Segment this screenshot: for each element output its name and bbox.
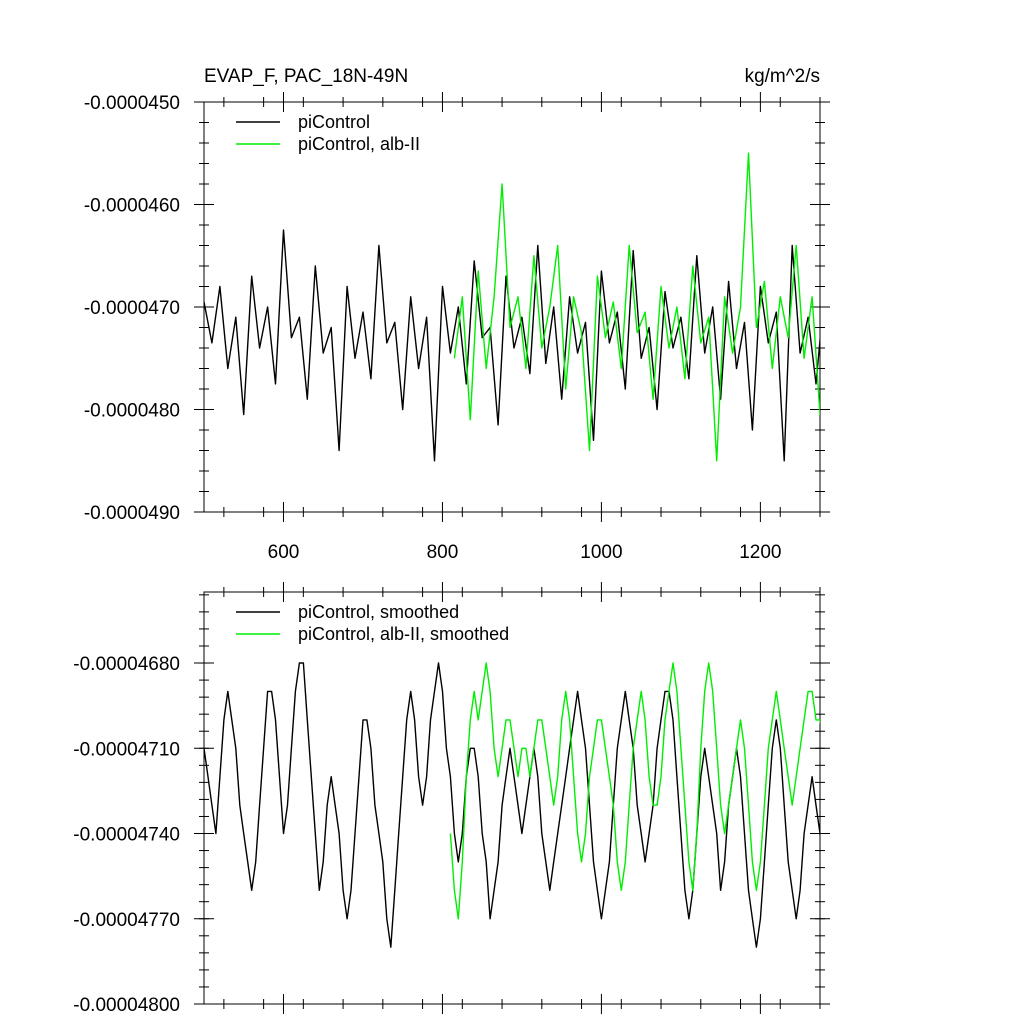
legend-label: piControl	[298, 112, 370, 132]
y-tick-label: -0.0000480	[84, 401, 180, 422]
legend-label: piControl, alb-II, smoothed	[298, 624, 509, 644]
y-tick-label: -0.00004710	[73, 739, 180, 760]
x-tick-label: 800	[427, 542, 459, 563]
y-tick-label: -0.0000490	[84, 503, 180, 524]
series-group	[204, 152, 820, 462]
series-line-picontrol-smoothed	[204, 662, 820, 948]
chart-title: EVAP_F, PAC_18N-49N	[204, 66, 408, 87]
chart-units: kg/m^2/s	[745, 66, 820, 87]
chart-panel-2: -0.00004680 -0.00004710 -0.00004740 -0.0000…	[73, 582, 830, 1016]
legend-label: piControl, alb-II	[298, 134, 420, 154]
x-tick-label: 1000	[580, 542, 622, 563]
y-tick-label: -0.00004740	[73, 825, 180, 846]
y-tick-label: -0.00004770	[73, 910, 180, 931]
x-tick-label: 1200	[739, 542, 781, 563]
y-tick-label: -0.0000450	[84, 93, 180, 114]
y-tick-label: -0.00004800	[73, 995, 180, 1016]
y-tick-label: -0.0000460	[84, 196, 180, 217]
legend-label: piControl, smoothed	[298, 602, 459, 622]
series-line-picontrol-alb-ii-smoothed	[449, 662, 820, 920]
series-line-picontrol-alb-ii	[453, 152, 820, 462]
plot-frame	[203, 591, 821, 1005]
x-tick-label: 600	[268, 542, 300, 563]
series-group	[204, 662, 820, 948]
chart-panel-1: -0.0000450 -0.0000460 -0.0000470 -0.0000480…	[84, 66, 830, 563]
y-tick-label: -0.00004680	[73, 654, 180, 675]
y-tick-label: -0.0000470	[84, 298, 180, 319]
series-line-picontrol	[204, 229, 820, 462]
plot-frame	[203, 101, 821, 513]
